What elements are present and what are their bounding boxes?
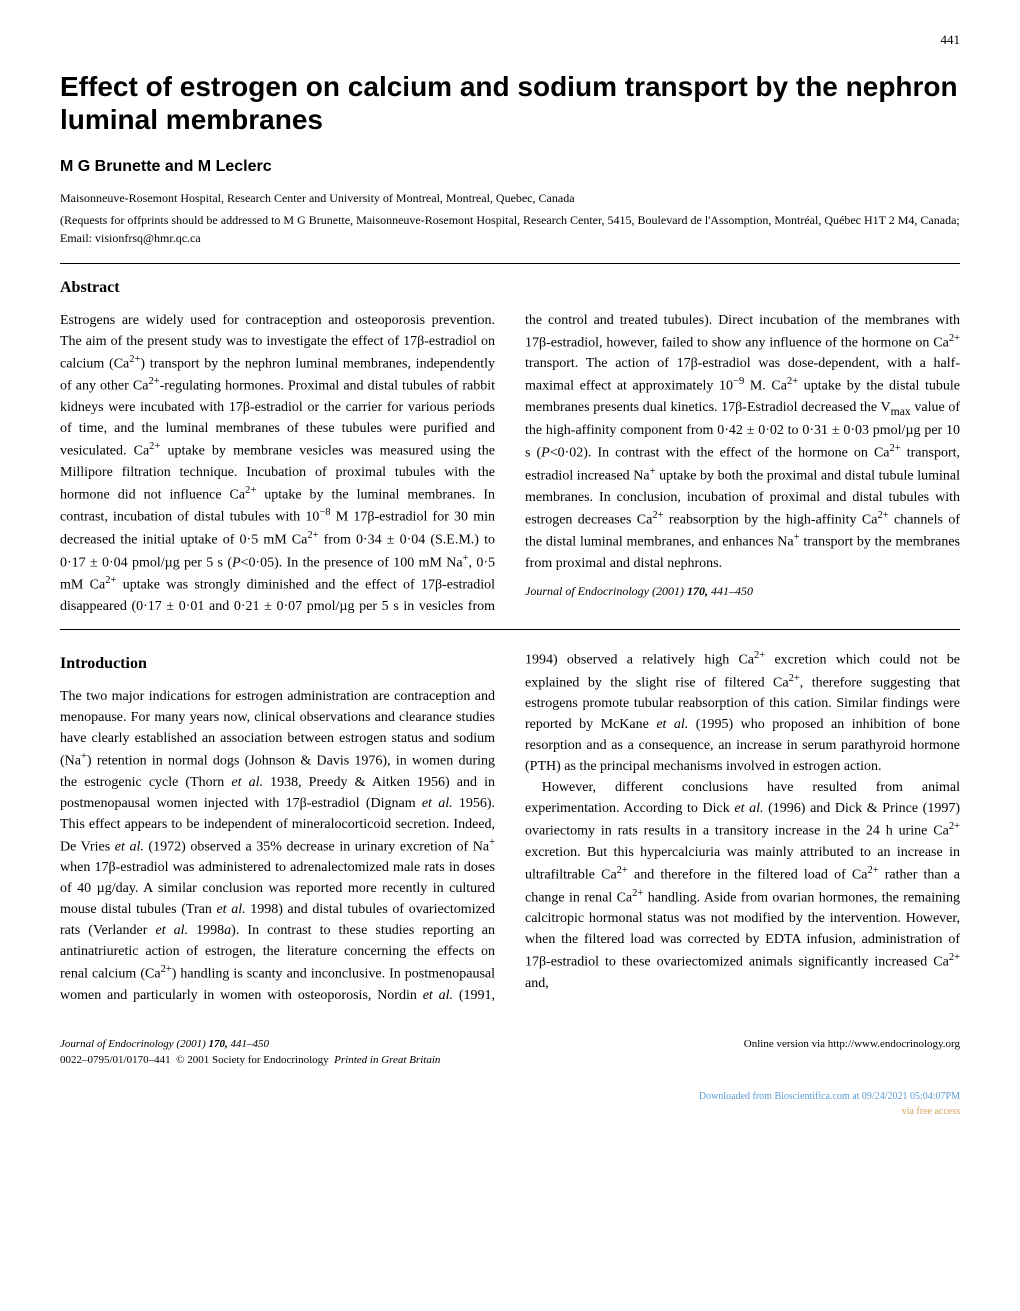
abstract-citation: Journal of Endocrinology (2001) 170, 441… bbox=[525, 582, 960, 600]
affiliation: Maisonneuve-Rosemont Hospital, Research … bbox=[60, 189, 960, 207]
abstract-heading: Abstract bbox=[60, 276, 960, 300]
download-timestamp: Downloaded from Bioscientifica.com at 09… bbox=[60, 1089, 960, 1104]
page-footer: Journal of Endocrinology (2001) 170, 441… bbox=[60, 1036, 960, 1069]
download-access: via free access bbox=[60, 1104, 960, 1119]
correspondence: (Requests for offprints should be addres… bbox=[60, 211, 960, 247]
introduction-paragraph: However, different conclusions have resu… bbox=[525, 777, 960, 994]
footer-journal-ref: Journal of Endocrinology (2001) 170, 441… bbox=[60, 1036, 440, 1053]
abstract-text: Estrogens are widely used for contracept… bbox=[60, 310, 960, 617]
introduction-heading: Introduction bbox=[60, 652, 495, 676]
introduction-body: Introduction The two major indications f… bbox=[60, 648, 960, 1006]
article-title: Effect of estrogen on calcium and sodium… bbox=[60, 70, 960, 137]
download-note: Downloaded from Bioscientifica.com at 09… bbox=[60, 1089, 960, 1119]
divider bbox=[60, 263, 960, 264]
page-number: 441 bbox=[60, 30, 960, 50]
divider bbox=[60, 629, 960, 630]
abstract-body: Estrogens are widely used for contracept… bbox=[60, 310, 960, 617]
footer-right: Online version via http://www.endocrinol… bbox=[744, 1036, 960, 1069]
footer-copyright: 0022–0795/01/0170–441 © 2001 Society for… bbox=[60, 1052, 440, 1069]
footer-left: Journal of Endocrinology (2001) 170, 441… bbox=[60, 1036, 440, 1069]
authors: M G Brunette and M Leclerc bbox=[60, 155, 960, 179]
